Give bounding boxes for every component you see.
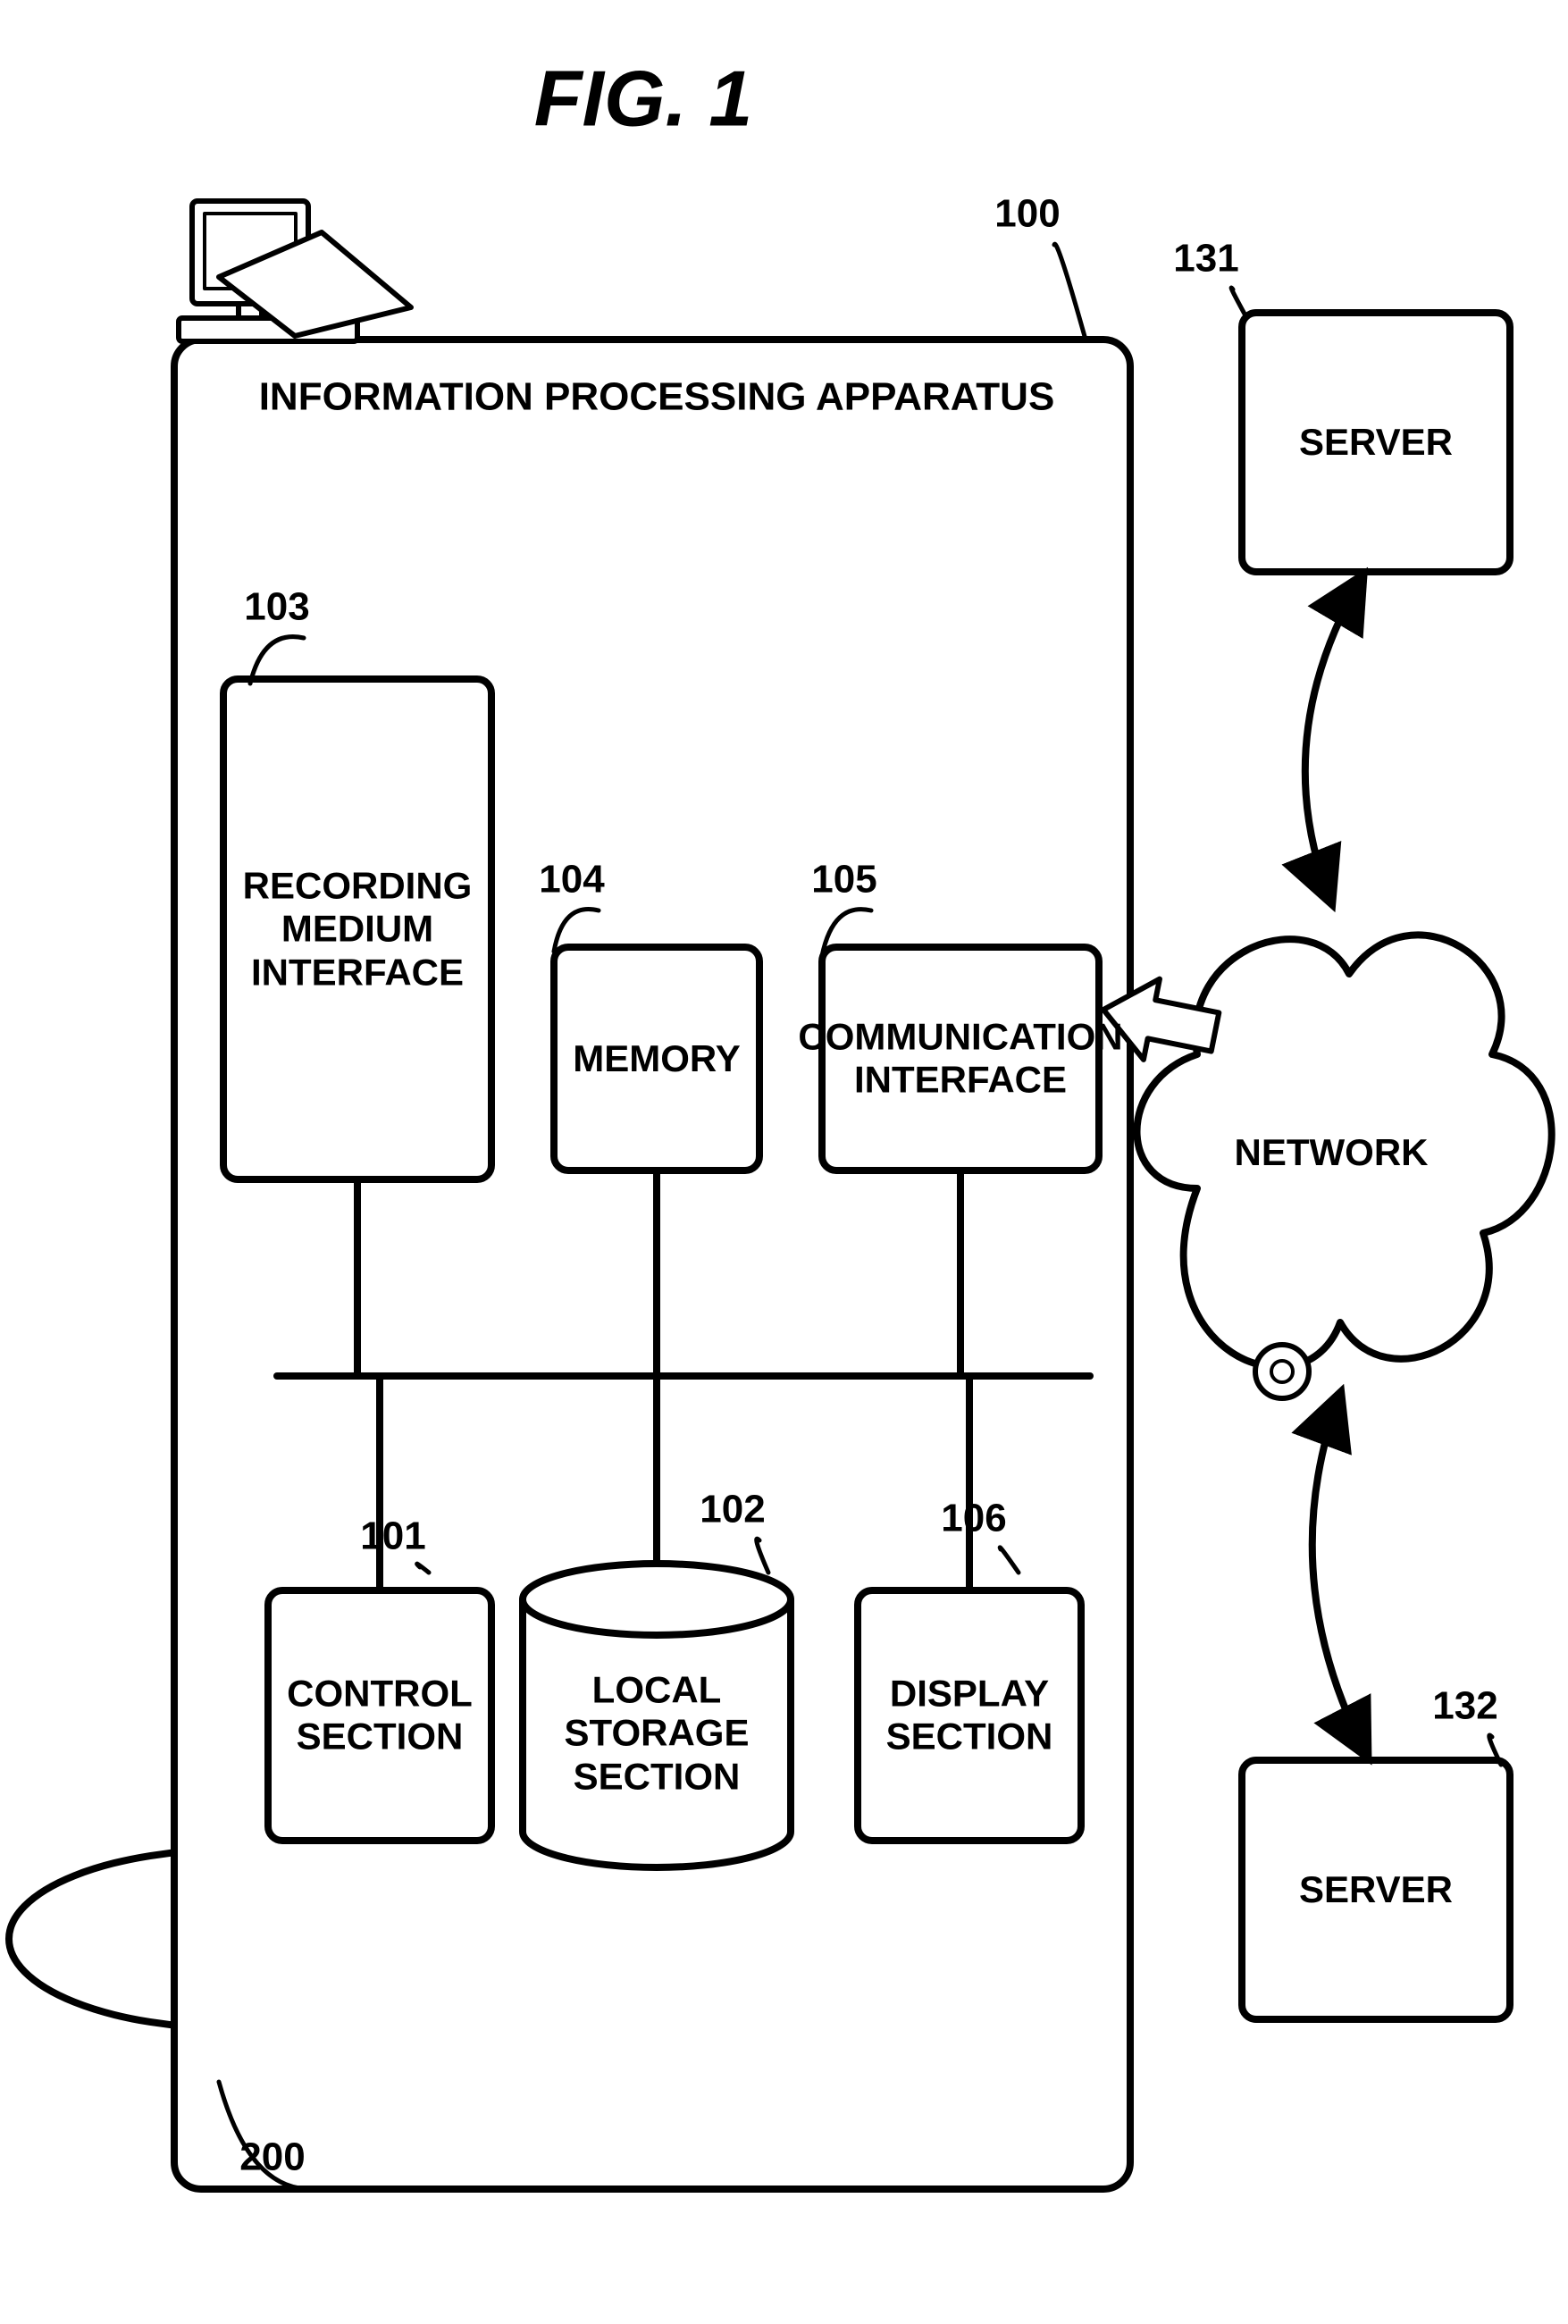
control-lead: 101: [360, 1514, 425, 1560]
memory-lead: 104: [539, 858, 604, 903]
display-label: DISPLAY SECTION: [886, 1673, 1053, 1759]
recording-if-lead: 103: [244, 585, 309, 631]
server2-lead: 132: [1432, 1684, 1497, 1730]
control-label: CONTROL SECTION: [287, 1673, 473, 1759]
local-storage-label: LOCAL STORAGE SECTION: [565, 1669, 750, 1799]
comm-if-label: COMMUNICATION INTERFACE: [798, 1016, 1122, 1103]
comm-if-lead: 105: [811, 858, 876, 903]
server1-label: SERVER: [1299, 421, 1453, 464]
disc-lead: 200: [239, 2135, 305, 2181]
figure-title: FIG. 1: [534, 53, 753, 143]
apparatus-lead: 100: [994, 192, 1060, 238]
server2-label: SERVER: [1299, 1868, 1453, 1911]
display-lead: 106: [941, 1497, 1006, 1542]
server1-lead: 131: [1173, 237, 1238, 282]
local-storage-lead: 102: [700, 1488, 765, 1533]
recording-if-label: RECORDING MEDIUM INTERFACE: [243, 865, 473, 994]
memory-label: MEMORY: [573, 1037, 740, 1080]
figure-stage: FIG. 1 INFORMATION PROCESSING APPARATUS …: [0, 0, 1568, 2324]
network-label: NETWORK: [1235, 1131, 1429, 1174]
apparatus-label: INFORMATION PROCESSING APPARATUS: [259, 375, 1055, 421]
